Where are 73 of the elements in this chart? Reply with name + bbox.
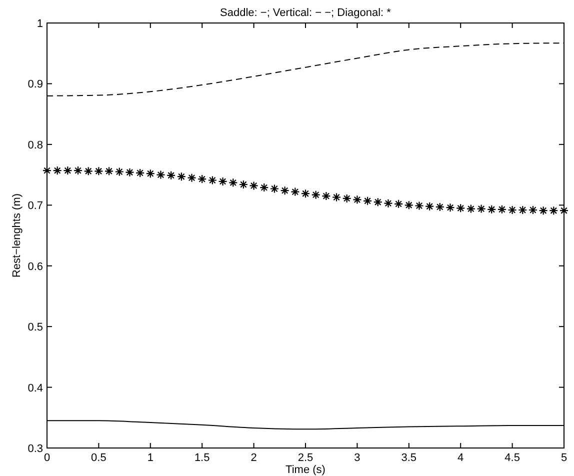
x-tick-label: 4 [458, 452, 464, 464]
y-tick-label: 0.3 [28, 443, 43, 455]
point [198, 174, 207, 184]
y-tick-label: 1 [36, 18, 43, 30]
point [52, 166, 62, 176]
y-tick-label: 0.7 [28, 200, 43, 212]
point [394, 199, 404, 208]
point [425, 202, 434, 211]
y-tick-label: 0.6 [28, 260, 43, 273]
x-tick-label: 4.5 [504, 452, 520, 464]
point [518, 205, 528, 215]
point [466, 204, 476, 214]
point [362, 196, 372, 206]
point [166, 170, 176, 180]
point [228, 178, 238, 188]
x-tick-label: 0.5 [91, 452, 106, 464]
y-axis-title: Rest−lenghts (m) [11, 193, 23, 278]
point [63, 166, 72, 176]
point [446, 203, 455, 212]
point [270, 184, 280, 194]
point [238, 180, 248, 190]
point [414, 201, 424, 210]
x-axis-title: Time (s) [286, 464, 326, 476]
point [549, 206, 558, 216]
point [208, 176, 217, 185]
x-tick-label: 1 [147, 452, 154, 464]
point [373, 198, 382, 207]
point [342, 194, 352, 204]
point [73, 166, 83, 176]
point [559, 206, 569, 216]
x-tick-label: 2.5 [298, 452, 314, 464]
point [156, 170, 166, 180]
x-tick-label: 5 [560, 452, 568, 464]
point [311, 190, 320, 200]
point [487, 204, 496, 214]
point [476, 204, 486, 214]
point [332, 192, 342, 202]
x-tick-label: 2 [250, 452, 257, 464]
point [300, 189, 310, 198]
point [435, 202, 444, 212]
point [146, 169, 155, 178]
point [125, 168, 134, 177]
point [260, 182, 269, 192]
point [404, 200, 414, 210]
point [42, 166, 52, 176]
y-tick-label: 0.5 [28, 322, 43, 334]
y-tick-label: 0.8 [28, 139, 43, 152]
point [187, 173, 196, 182]
point [94, 166, 104, 176]
y-tick-label: 0.9 [28, 78, 43, 91]
point [176, 172, 186, 182]
point [384, 198, 393, 208]
x-tick-label: 1.5 [194, 452, 210, 464]
chart-title: Saddle: −; Vertical: − −; Diagonal: * [220, 7, 392, 19]
point [528, 205, 538, 215]
point [508, 205, 517, 215]
y-tick-label: 0.4 [28, 382, 43, 394]
point [104, 166, 114, 176]
point [538, 206, 548, 216]
point [322, 191, 331, 201]
point [136, 168, 145, 178]
point [352, 195, 362, 204]
point [280, 186, 290, 196]
point [456, 204, 466, 213]
point [290, 187, 300, 196]
point [249, 181, 258, 190]
point [218, 176, 228, 186]
point [114, 167, 124, 176]
point [84, 166, 93, 176]
point [497, 204, 507, 214]
x-tick-label: 3.5 [401, 452, 417, 464]
x-tick-label: 3 [354, 452, 360, 464]
x-tick-label: 0 [44, 452, 50, 464]
